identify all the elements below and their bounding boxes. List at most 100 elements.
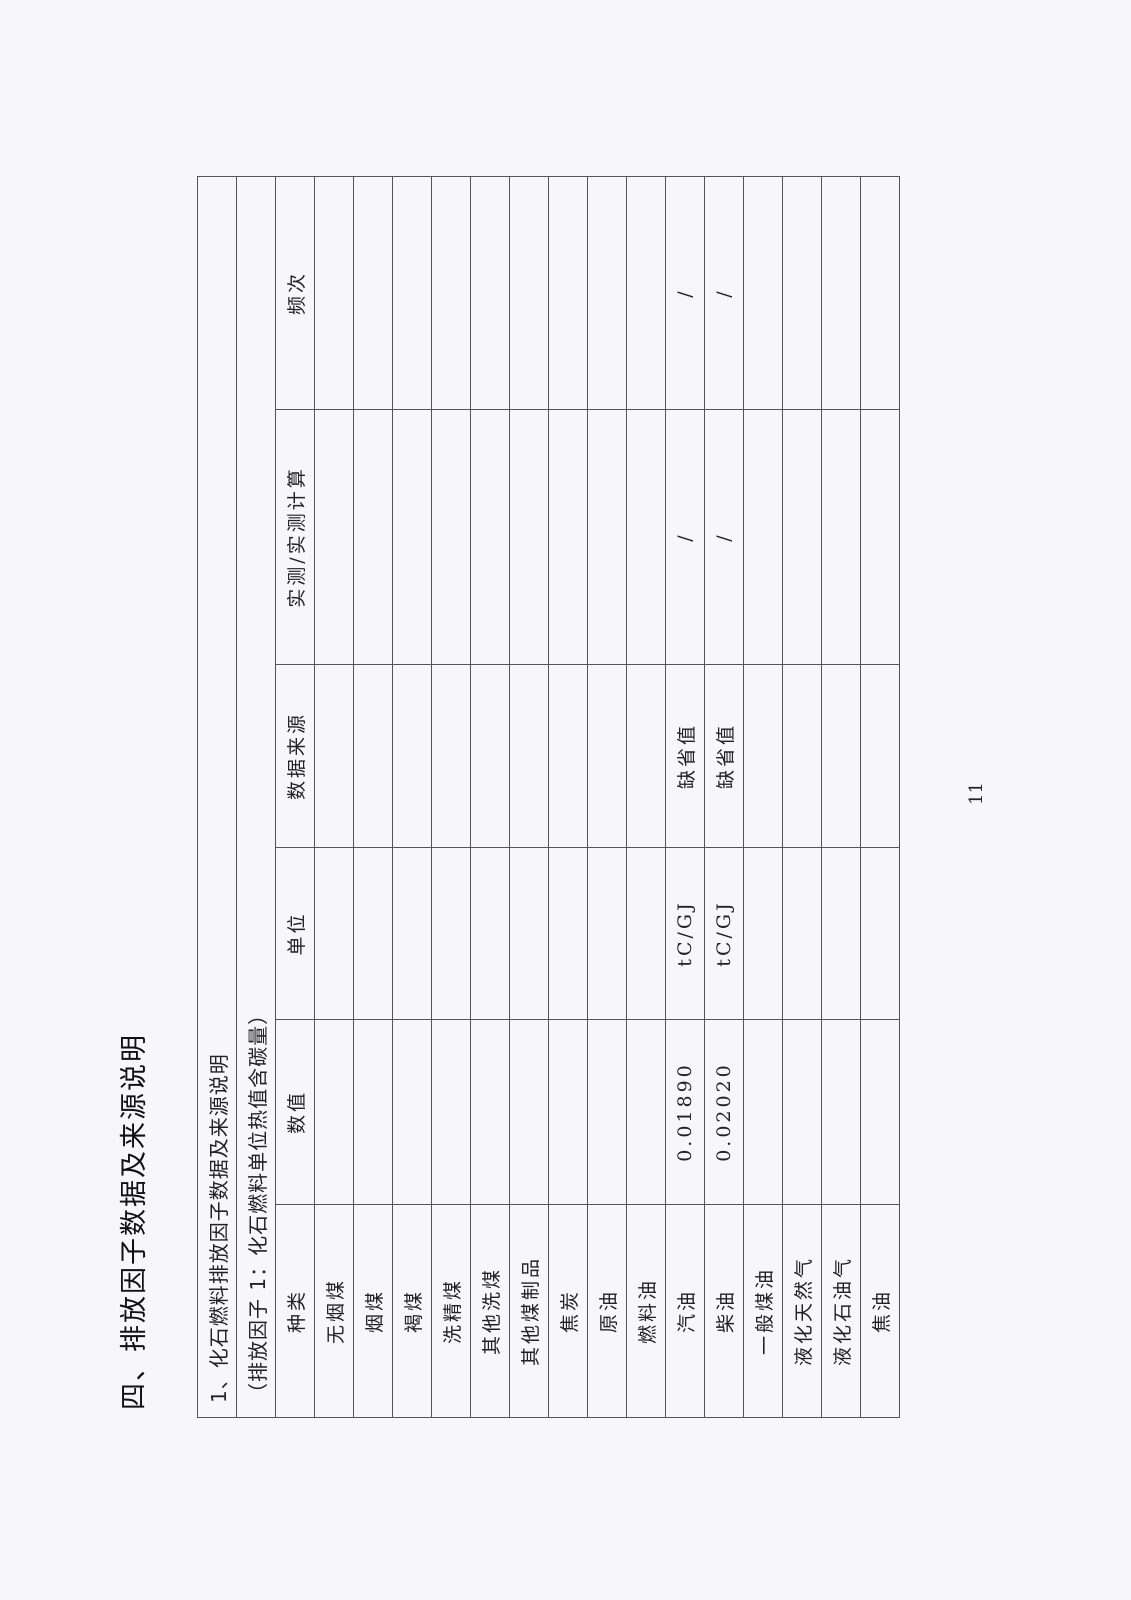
table-row: 洗精煤 (431, 176, 471, 1418)
cell-fuel: 液化天然气 (782, 1204, 822, 1418)
table-row: 汽油 0.01890 tC/GJ 缺省值 / / (665, 176, 705, 1418)
cell-unit: tC/GJ (704, 847, 744, 1020)
cell-fuel: 褐煤 (392, 1204, 432, 1418)
cell-unit (743, 847, 783, 1020)
cell-value (743, 1019, 783, 1205)
cell-measured (626, 409, 666, 665)
cell-frequency (431, 176, 471, 410)
cell-unit (782, 847, 822, 1020)
table-row: 焦炭 (548, 176, 588, 1418)
cell-source (743, 664, 783, 848)
header-value: 数值 (275, 1019, 315, 1205)
cell-unit (470, 847, 510, 1020)
cell-measured (314, 409, 354, 665)
cell-value (470, 1019, 510, 1205)
cell-measured: / (704, 409, 744, 665)
header-row: 种类 数值 单位 数据来源 实测/实测计算 频次 (275, 176, 315, 1418)
cell-source (314, 664, 354, 848)
cell-source: 缺省值 (704, 664, 744, 848)
cell-frequency (743, 176, 783, 410)
cell-fuel: 烟煤 (353, 1204, 393, 1418)
cell-fuel: 原油 (587, 1204, 627, 1418)
cell-unit (314, 847, 354, 1020)
cell-measured (782, 409, 822, 665)
cell-unit (626, 847, 666, 1020)
table-row: 其他煤制品 (509, 176, 549, 1418)
cell-source (782, 664, 822, 848)
cell-unit (821, 847, 861, 1020)
cell-value: 0.02020 (704, 1019, 744, 1205)
cell-value (314, 1019, 354, 1205)
table-row: 燃料油 (626, 176, 666, 1418)
cell-fuel: 其他煤制品 (509, 1204, 549, 1418)
cell-value (587, 1019, 627, 1205)
table-row: 柴油 0.02020 tC/GJ 缺省值 / / (704, 176, 744, 1418)
cell-source (509, 664, 549, 848)
cell-source (470, 664, 510, 848)
cell-measured (470, 409, 510, 665)
cell-frequency (353, 176, 393, 410)
cell-value (392, 1019, 432, 1205)
table-row: 无烟煤 (314, 176, 354, 1418)
cell-frequency (782, 176, 822, 410)
cell-value (353, 1019, 393, 1205)
cell-fuel: 液化石油气 (821, 1204, 861, 1418)
cell-unit: tC/GJ (665, 847, 705, 1020)
cell-fuel: 柴油 (704, 1204, 744, 1418)
cell-source (860, 664, 900, 848)
cell-source (821, 664, 861, 848)
cell-fuel: 洗精煤 (431, 1204, 471, 1418)
cell-unit (353, 847, 393, 1020)
cell-measured (548, 409, 588, 665)
header-frequency: 频次 (275, 176, 315, 410)
table-row: 原油 (587, 176, 627, 1418)
cell-value (860, 1019, 900, 1205)
cell-fuel: 其他洗煤 (470, 1204, 510, 1418)
cell-value (431, 1019, 471, 1205)
cell-source (626, 664, 666, 848)
cell-measured (353, 409, 393, 665)
cell-unit (509, 847, 549, 1020)
table-subtitle: （排放因子 1：化石燃料单位热值含碳量） (236, 176, 276, 1418)
cell-fuel: 一般煤油 (743, 1204, 783, 1418)
cell-fuel: 焦炭 (548, 1204, 588, 1418)
cell-frequency (392, 176, 432, 410)
cell-fuel: 燃料油 (626, 1204, 666, 1418)
header-source: 数据来源 (275, 664, 315, 848)
table-row: 褐煤 (392, 176, 432, 1418)
cell-source (392, 664, 432, 848)
page-heading: 四、排放因子数据及来源说明 (119, 1033, 150, 1410)
cell-measured (509, 409, 549, 665)
cell-measured (743, 409, 783, 665)
cell-frequency (314, 176, 354, 410)
header-unit: 单位 (275, 847, 315, 1020)
cell-fuel: 焦油 (860, 1204, 900, 1418)
cell-fuel: 汽油 (665, 1204, 705, 1418)
cell-value (782, 1019, 822, 1205)
cell-frequency (509, 176, 549, 410)
cell-value (821, 1019, 861, 1205)
page-number: 11 (966, 782, 987, 805)
cell-unit (431, 847, 471, 1020)
cell-frequency (587, 176, 627, 410)
cell-source (431, 664, 471, 848)
table-row: 液化石油气 (821, 176, 861, 1418)
cell-measured (860, 409, 900, 665)
table-row: 一般煤油 (743, 176, 783, 1418)
section-title: 1、化石燃料排放因子数据及来源说明 (197, 176, 237, 1418)
cell-frequency (860, 176, 900, 410)
cell-unit (587, 847, 627, 1020)
cell-source (353, 664, 393, 848)
cell-unit (860, 847, 900, 1020)
cell-frequency (821, 176, 861, 410)
header-fuel: 种类 (275, 1204, 315, 1418)
cell-value (548, 1019, 588, 1205)
cell-measured (821, 409, 861, 665)
cell-unit (548, 847, 588, 1020)
table-row: 烟煤 (353, 176, 393, 1418)
cell-value (626, 1019, 666, 1205)
cell-measured: / (665, 409, 705, 665)
cell-source: 缺省值 (665, 664, 705, 848)
cell-measured (431, 409, 471, 665)
